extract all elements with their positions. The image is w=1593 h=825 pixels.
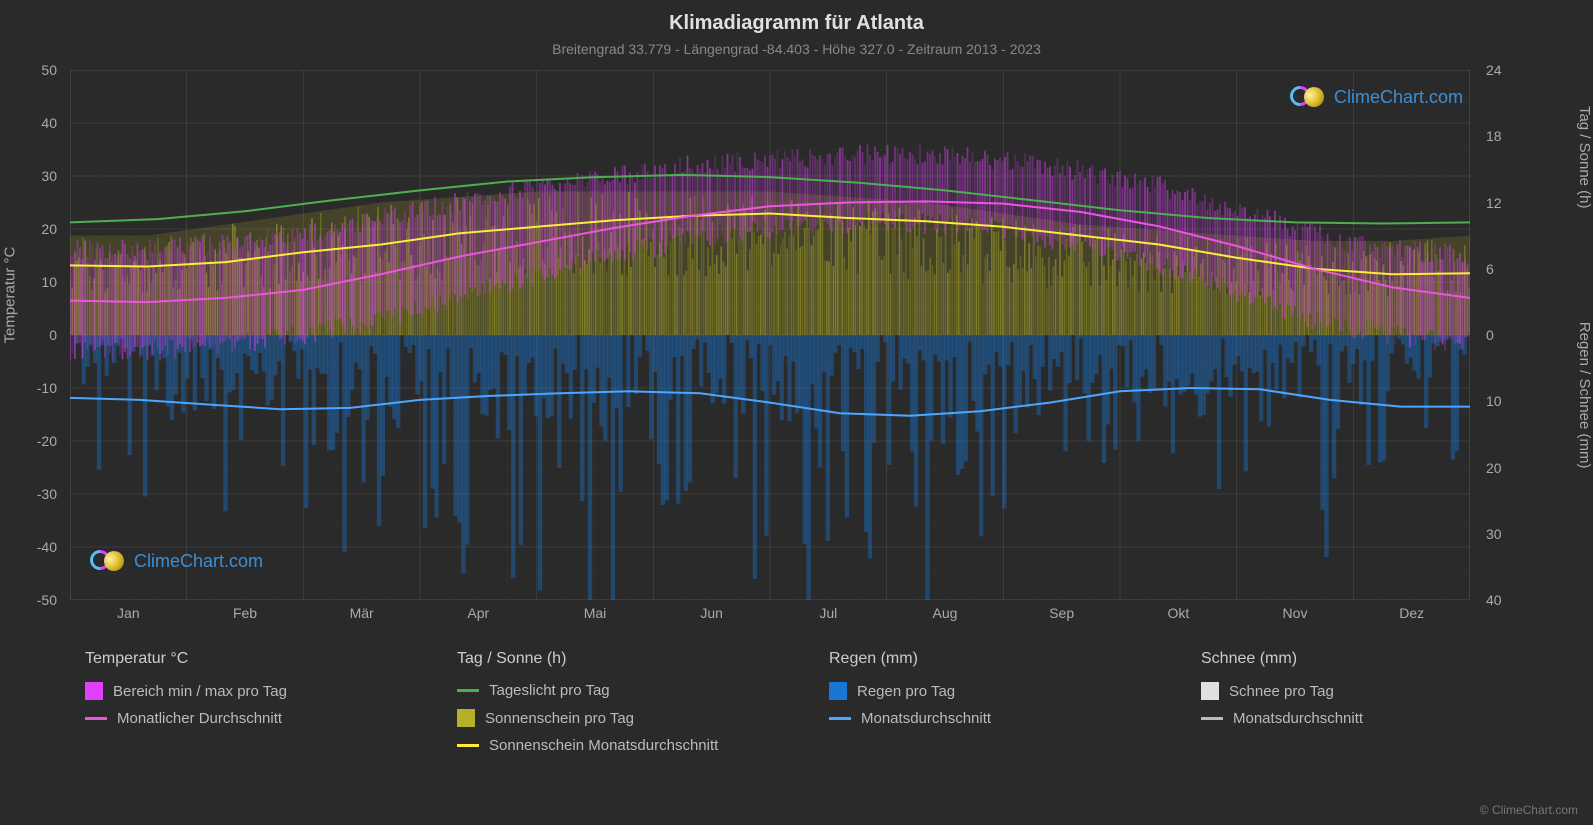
climechart-logo-icon (1290, 86, 1328, 108)
legend-label: Tageslicht pro Tag (489, 682, 610, 699)
legend-header: Tag / Sonne (h) (457, 650, 789, 668)
legend-group: Schnee (mm) Schnee pro Tag Monatsdurchschn… (1201, 650, 1533, 764)
legend-item: Sonnenschein Monatsdurchschnitt (457, 737, 789, 754)
month-tick: Jan (117, 605, 140, 621)
legend-label: Schnee pro Tag (1229, 683, 1334, 700)
legend-label: Monatsdurchschnitt (861, 710, 991, 727)
legend-header: Schnee (mm) (1201, 650, 1533, 668)
sun-tick: 24 (1486, 62, 1502, 78)
chart-subtitle: Breitengrad 33.779 - Längengrad -84.403 … (0, 35, 1593, 57)
legend-line-icon (457, 744, 479, 747)
legend-swatch-icon (1201, 682, 1219, 700)
legend-swatch-icon (85, 682, 103, 700)
legend-label: Sonnenschein pro Tag (485, 710, 634, 727)
climechart-logo-icon (90, 550, 128, 572)
legend: Temperatur °C Bereich min / max pro Tag Mo… (85, 650, 1533, 764)
legend-label: Monatsdurchschnitt (1233, 710, 1363, 727)
legend-header: Regen (mm) (829, 650, 1161, 668)
legend-group: Regen (mm) Regen pro Tag Monatsdurchschnit… (829, 650, 1161, 764)
temp-tick: 0 (49, 327, 57, 343)
temp-tick: 50 (41, 62, 57, 78)
watermark-text: ClimeChart.com (134, 551, 263, 572)
month-tick: Nov (1283, 605, 1308, 621)
watermark-top-right: ClimeChart.com (1290, 86, 1463, 108)
x-axis: Jan Feb Mär Apr Mai Jun Jul Aug Sep Okt Nov Dez (70, 605, 1470, 635)
temp-tick: 10 (41, 274, 57, 290)
legend-item: Sonnenschein pro Tag (457, 709, 789, 727)
legend-label: Sonnenschein Monatsdurchschnitt (489, 737, 718, 754)
plot-area (70, 70, 1470, 600)
legend-header: Temperatur °C (85, 650, 417, 668)
temp-tick: -30 (37, 486, 57, 502)
legend-swatch-icon (457, 709, 475, 727)
precip-tick: 10 (1486, 393, 1502, 409)
watermark-text: ClimeChart.com (1334, 87, 1463, 108)
legend-line-icon (457, 689, 479, 692)
temp-tick: -40 (37, 539, 57, 555)
legend-line-icon (1201, 717, 1223, 720)
precip-tick: 40 (1486, 592, 1502, 608)
month-tick: Jun (700, 605, 723, 621)
legend-item: Regen pro Tag (829, 682, 1161, 700)
temp-tick: 30 (41, 168, 57, 184)
legend-line-icon (829, 717, 851, 720)
temp-tick: -50 (37, 592, 57, 608)
sun-tick: 6 (1486, 261, 1494, 277)
month-tick: Apr (467, 605, 489, 621)
climate-chart: Klimadiagramm für Atlanta Breitengrad 33… (0, 0, 1593, 825)
legend-label: Regen pro Tag (857, 683, 955, 700)
legend-group: Temperatur °C Bereich min / max pro Tag Mo… (85, 650, 417, 764)
legend-swatch-icon (829, 682, 847, 700)
sun-tick: 18 (1486, 128, 1502, 144)
legend-item: Monatlicher Durchschnitt (85, 710, 417, 727)
legend-item: Schnee pro Tag (1201, 682, 1533, 700)
y-axis-right: 2418126010203040 (1478, 70, 1593, 600)
legend-item: Monatsdurchschnitt (829, 710, 1161, 727)
legend-item: Monatsdurchschnitt (1201, 710, 1533, 727)
month-tick: Mai (584, 605, 607, 621)
copyright: © ClimeChart.com (1480, 803, 1578, 817)
month-tick: Okt (1167, 605, 1189, 621)
legend-item: Bereich min / max pro Tag (85, 682, 417, 700)
precip-tick: 30 (1486, 526, 1502, 542)
watermark-bottom-left: ClimeChart.com (90, 550, 263, 572)
month-tick: Mär (350, 605, 374, 621)
month-tick: Aug (933, 605, 958, 621)
sun-tick: 0 (1486, 327, 1494, 343)
temp-tick: -10 (37, 380, 57, 396)
precip-tick: 20 (1486, 460, 1502, 476)
month-tick: Feb (233, 605, 257, 621)
temp-tick: 40 (41, 115, 57, 131)
legend-label: Monatlicher Durchschnitt (117, 710, 282, 727)
legend-label: Bereich min / max pro Tag (113, 683, 287, 700)
sun-tick: 12 (1486, 195, 1502, 211)
legend-line-icon (85, 717, 107, 720)
y-axis-left: 50403020100-10-20-30-40-50 (0, 70, 65, 600)
month-tick: Dez (1399, 605, 1424, 621)
temp-tick: 20 (41, 221, 57, 237)
legend-group: Tag / Sonne (h) Tageslicht pro Tag Sonnens… (457, 650, 789, 764)
month-tick: Sep (1049, 605, 1074, 621)
chart-title: Klimadiagramm für Atlanta (0, 0, 1593, 35)
temp-tick: -20 (37, 433, 57, 449)
legend-item: Tageslicht pro Tag (457, 682, 789, 699)
month-tick: Jul (819, 605, 837, 621)
